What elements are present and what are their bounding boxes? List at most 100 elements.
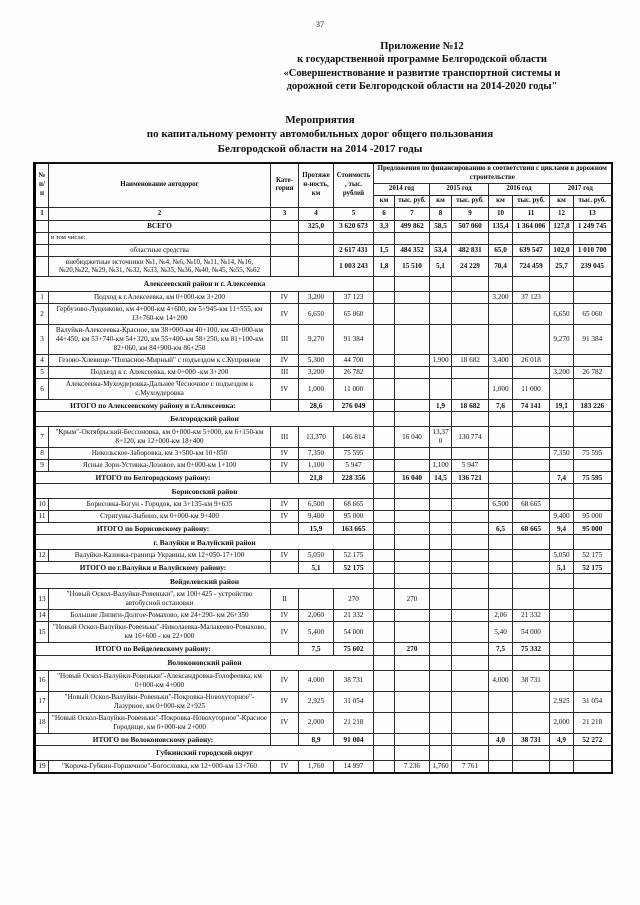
cell-year-rub: 7 761 [451, 759, 489, 774]
cell-year-km [429, 483, 452, 500]
road-name: Стригуны-Зыбино, км 0+000-км 9+400 [48, 510, 271, 524]
cell-num: 18 [34, 711, 49, 734]
table-row-itogo: ИТОГО по Вейделевскому району: 7,5 75 602 2… [34, 642, 613, 656]
cell-cost: 146 814 [333, 426, 374, 449]
cell-year-rub: 54 000 [512, 621, 550, 644]
cell-num: 14 [34, 609, 49, 623]
col-header-rub: тыс. руб. [512, 194, 550, 208]
cell-num: 7 [34, 426, 49, 449]
cell-year-km [373, 291, 395, 304]
cell-year-rub [394, 744, 430, 761]
col-header-year-2015: 2015 год [429, 183, 489, 196]
cell-year-rub [512, 711, 550, 734]
cell-year-km [373, 588, 395, 611]
cell-year-km [549, 498, 574, 512]
cell-year-rub: 639 547 [512, 243, 550, 257]
column-number: 7 [394, 206, 430, 221]
cell-year-km [488, 276, 513, 292]
cell-year-rub: 507 060 [451, 219, 489, 233]
cell-year-km [549, 642, 574, 656]
cell-year-km: 1,760 [429, 759, 452, 774]
cell-category: IV [270, 459, 299, 473]
col-header-num: № п/п [34, 162, 49, 208]
cell-year-km [549, 483, 574, 500]
cell-category: IV [270, 510, 299, 524]
road-name: "Новый Оскол-Валуйки-Ровеньки"-Александр… [48, 669, 271, 692]
cell-category [270, 219, 299, 233]
title-line: Белгородской области на 2014 -2017 годы [217, 142, 423, 155]
cell-year-km [549, 378, 574, 400]
cell-year-rub [451, 276, 489, 292]
cell-year-rub: 239 045 [572, 255, 613, 277]
cell-year-km [549, 231, 574, 245]
cell-year-km [429, 621, 452, 644]
cell-year-rub [394, 366, 430, 379]
cell-year-rub [451, 483, 489, 500]
cell-year-rub [512, 549, 550, 563]
cell-year-km [373, 378, 395, 400]
cell-year-rub [394, 398, 430, 413]
cell-year-rub [394, 459, 430, 473]
cell-category: IV [270, 609, 299, 623]
cell-year-rub [572, 231, 613, 245]
cell-length: 7,350 [298, 447, 334, 461]
cell-year-km [429, 366, 452, 379]
col-header-cost: Стоимость, тыс. рублей [333, 162, 374, 208]
cell-cost: 14 997 [333, 759, 374, 774]
cell-year-rub: 724 459 [512, 255, 550, 277]
cell-year-rub [572, 483, 613, 500]
cell-year-rub [512, 561, 550, 575]
cell-year-rub [572, 744, 613, 761]
cell-num: 3 [34, 324, 49, 355]
cell-year-rub [572, 498, 613, 512]
cell-category: IV [270, 690, 299, 713]
table-row-data: 13 "Новый Оскол-Валуйки-Ровеньки", км 100… [34, 588, 613, 611]
cell-year-rub: 1 010 700 [572, 243, 613, 257]
cell-num: 8 [34, 447, 49, 461]
column-number: 10 [488, 206, 513, 221]
cell-year-rub [394, 447, 430, 461]
cell-length: 8,9 [298, 732, 334, 746]
cell-year-km: 1,100 [429, 459, 452, 473]
cell-year-rub [512, 276, 550, 292]
cell-length [298, 588, 334, 611]
cell-cost: 270 [333, 588, 374, 611]
col-header-rub: тыс. руб. [451, 194, 489, 208]
cell-year-rub [512, 426, 550, 449]
cell-year-rub: 37 123 [512, 291, 550, 304]
cell-year-km [429, 588, 452, 611]
cell-num [34, 219, 49, 233]
cell-length: 325,0 [298, 219, 334, 233]
cell-year-rub [512, 459, 550, 473]
cell-num [34, 255, 49, 277]
cell-num: 6 [34, 378, 49, 400]
cell-length: 2,925 [298, 690, 334, 713]
cell-year-rub [572, 354, 613, 367]
cell-year-km: 1,8 [373, 255, 395, 277]
cell-year-km: 3,200 [549, 366, 574, 379]
cell-cost: 163 665 [333, 522, 374, 536]
col-header-km: км [488, 194, 513, 208]
appendix-line: к государственной программе Белгородской… [297, 54, 547, 66]
table-row-section: Вейделевский район [34, 573, 613, 590]
cell-year-rub: 31 054 [572, 690, 613, 713]
cell-year-km [429, 690, 452, 713]
cell-year-rub [451, 744, 489, 761]
cell-length: 6,650 [298, 303, 334, 325]
cell-year-km [429, 498, 452, 512]
cell-cost: 44 700 [333, 354, 374, 367]
table-row-total: ВСЕГО 325,0 3 620 673 3,3 499 862 58,5 507 060… [34, 219, 613, 233]
cell-num: 9 [34, 459, 49, 473]
cell-year-rub: 270 [394, 642, 430, 656]
cell-year-km [549, 411, 574, 428]
cell-year-km [429, 744, 452, 761]
cell-cost: 75 595 [333, 447, 374, 461]
road-name: областные средства [48, 243, 271, 257]
cell-year-rub [451, 573, 489, 590]
cell-length: 28,6 [298, 398, 334, 413]
column-number: 1 [34, 206, 49, 221]
itogo-label: ИТОГО по Борисовскому району: [34, 522, 271, 536]
table-row-data: 17 "Новый Оскол-Валуйки-Ровеньки"-Покровк… [34, 690, 613, 713]
cell-num: 10 [34, 498, 49, 512]
